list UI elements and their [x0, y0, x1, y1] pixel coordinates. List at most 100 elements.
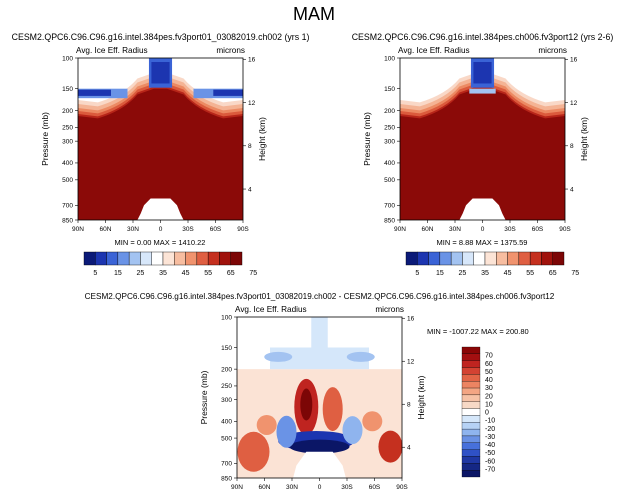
colorbar-swatch	[83, 251, 96, 266]
colorbar-swatch	[117, 251, 130, 266]
panel-field	[400, 58, 565, 220]
colorbar-swatch	[162, 251, 175, 266]
field-layer	[400, 88, 565, 220]
colorbar-label: 50	[485, 369, 493, 376]
x-tick-label: 30S	[504, 226, 516, 233]
y-right-tick-label: 12	[407, 359, 415, 366]
colorbar-label: 30	[485, 385, 493, 392]
colorbar-swatch	[106, 251, 119, 266]
panel-left-label: Avg. Ice Eff. Radius	[76, 46, 148, 55]
colorbar-swatch	[461, 470, 481, 478]
x-tick-label: 30N	[127, 226, 139, 233]
field-blue-band-south-core	[213, 89, 243, 96]
y-tick-label: 300	[384, 138, 395, 145]
y-tick-label: 500	[221, 435, 232, 442]
x-tick-label: 30S	[182, 226, 194, 233]
colorbar-swatch	[461, 442, 481, 450]
panel-title: CESM2.QPC6.C96.C96.g16.intel.384pes.ch00…	[352, 32, 614, 42]
field-blob	[264, 351, 293, 362]
y-tick-label: 400	[384, 160, 395, 167]
x-tick-label: 60S	[210, 226, 222, 233]
colorbar-label: 40	[485, 377, 493, 384]
y-tick-label: 700	[62, 203, 73, 210]
colorbar-swatch	[461, 401, 481, 409]
field-upper-band	[270, 347, 369, 370]
colorbar-2: 5 15 25 35 45 55 65 75	[405, 251, 579, 277]
colorbar-swatch	[461, 422, 481, 430]
colorbar-swatch	[95, 251, 107, 266]
colorbar-swatch	[461, 415, 481, 423]
colorbar-swatch	[484, 251, 497, 266]
page-title: MAM	[293, 4, 335, 24]
colorbar-label: 10	[485, 401, 493, 408]
y-tick-label: 500	[62, 177, 73, 184]
colorbar-swatch	[207, 251, 220, 266]
colorbar-swatch	[461, 387, 481, 396]
colorbar-label: 35	[481, 270, 489, 277]
colorbar-label: 5	[415, 270, 419, 277]
x-tick-label: 60S	[532, 226, 544, 233]
x-tick-label: 30S	[341, 484, 353, 491]
field-blob	[346, 351, 375, 362]
colorbar-swatch	[185, 251, 198, 266]
y-right-tick-label: 4	[407, 445, 411, 452]
colorbar-swatch	[473, 251, 486, 266]
y-tick-label: 100	[62, 55, 73, 62]
colorbar-label: -10	[485, 418, 495, 425]
colorbar-swatch	[461, 456, 481, 464]
panel-field	[237, 317, 403, 478]
x-tick-label: 60N	[422, 226, 434, 233]
field-blob	[276, 415, 297, 448]
y-right-tick-label: 16	[407, 316, 415, 323]
colorbar-swatch	[462, 251, 474, 266]
panel-right-label: microns	[538, 46, 567, 55]
colorbar-swatch	[518, 251, 531, 266]
field-blob	[378, 430, 403, 463]
field-blob	[322, 387, 343, 432]
colorbar-swatch	[461, 394, 481, 402]
colorbar-swatch	[461, 463, 481, 471]
colorbar-swatch	[461, 346, 481, 354]
colorbar-swatch	[405, 251, 418, 266]
y-tick-label: 250	[221, 383, 232, 390]
colorbar-label: 60	[485, 361, 493, 368]
field-blue-core	[151, 62, 170, 84]
colorbar-label: -60	[485, 458, 495, 465]
field-layer	[78, 88, 243, 220]
y-tick-label: 100	[221, 314, 232, 321]
y-tick-label: 850	[384, 217, 395, 224]
field-surface-gap	[293, 451, 346, 478]
panel-title: CESM2.QPC6.C96.C96.g16.intel.384pes.fv3p…	[12, 32, 310, 42]
x-tick-label: 60N	[100, 226, 112, 233]
stats-panel-1: MIN = 0.00 MAX = 1410.22	[115, 238, 206, 247]
colorbar-label: 70	[485, 353, 493, 360]
y-right-axis-title: Height (km)	[257, 117, 267, 161]
y-right-tick-label: 8	[248, 143, 252, 150]
colorbar-swatch	[496, 251, 508, 266]
field-surface-gap	[459, 198, 506, 220]
y-right-tick-label: 16	[570, 57, 578, 64]
colorbar-swatch	[230, 251, 243, 266]
colorbar-swatch	[461, 367, 481, 375]
stats-panel-3: MIN = -1007.22 MAX = 200.80	[427, 327, 529, 336]
colorbar-swatch	[151, 251, 164, 266]
colorbar-swatch	[128, 251, 141, 266]
y-tick-label: 300	[62, 138, 73, 145]
y-tick-label: 850	[62, 217, 73, 224]
y-tick-label: 150	[384, 86, 395, 93]
x-tick-label: 0	[481, 226, 485, 233]
colorbar-swatch	[461, 449, 481, 457]
x-tick-label: 90S	[237, 226, 249, 233]
colorbar-swatch	[461, 408, 481, 416]
y-right-axis-title: Height (km)	[579, 117, 589, 161]
panel-title: CESM2.QPC6.C96.C96.g16.intel.384pes.fv3p…	[85, 292, 555, 301]
colorbar-label: -70	[485, 466, 495, 473]
field-blob	[342, 416, 363, 445]
y-right-tick-label: 4	[570, 186, 574, 193]
x-tick-label: 30N	[449, 226, 461, 233]
y-tick-label: 500	[384, 177, 395, 184]
y-tick-label: 700	[221, 461, 232, 468]
y-tick-label: 150	[221, 345, 232, 352]
